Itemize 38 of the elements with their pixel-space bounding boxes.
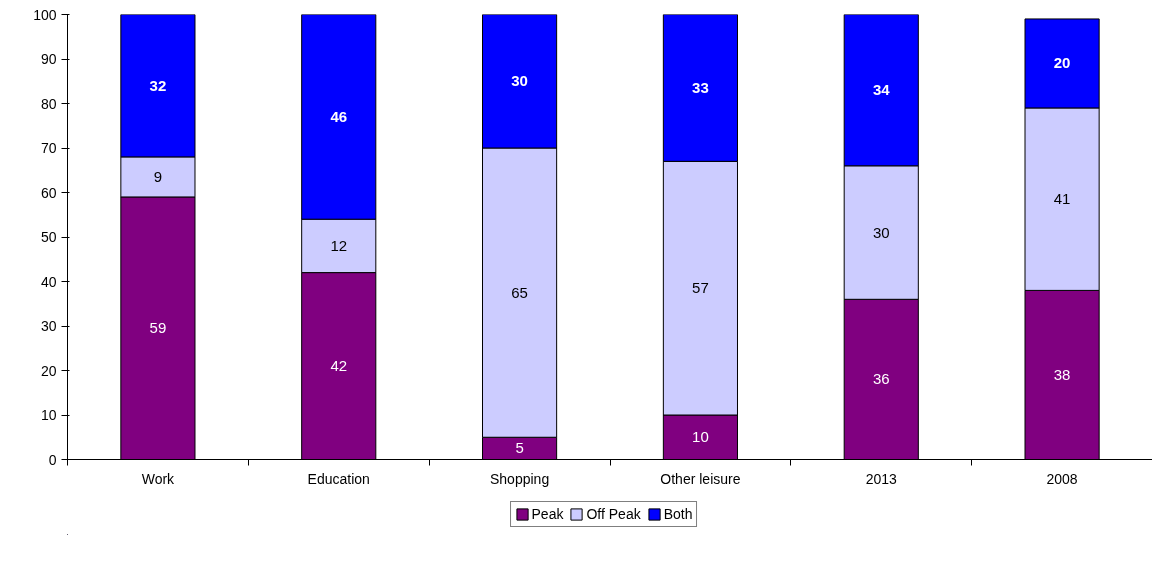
data-label: 20: [1053, 54, 1071, 72]
x-tick-label: Shopping: [490, 470, 550, 487]
x-tick-label: Work: [141, 470, 176, 487]
y-tick-label: 90: [40, 51, 57, 67]
data-label: 34: [872, 81, 891, 99]
data-label: 42: [330, 357, 348, 375]
y-tick-label: 30: [40, 318, 57, 334]
legend-label: Both: [663, 506, 693, 522]
y-tick-label: 50: [40, 229, 57, 245]
y-tick-label: 80: [40, 95, 57, 112]
data-label: 5: [515, 439, 524, 457]
data-label: 36: [872, 370, 890, 388]
data-label: 41: [1053, 190, 1071, 208]
data-label: 30: [511, 72, 528, 90]
data-label: 57: [692, 279, 709, 297]
x-tick-label: 2008: [1046, 470, 1078, 487]
data-label: 30: [872, 223, 890, 241]
data-label: 59: [149, 319, 167, 337]
y-tick-label: 20: [40, 362, 57, 379]
y-tick-label: 10: [40, 407, 57, 423]
data-label: 38: [1053, 365, 1071, 383]
data-label: 9: [153, 167, 163, 185]
data-label: 12: [330, 236, 348, 254]
data-label: 33: [692, 78, 709, 96]
x-tick-label: Education: [307, 470, 370, 487]
x-tick-label: Other leisure: [660, 470, 741, 487]
data-label: 46: [330, 107, 348, 125]
y-tick-label: 100: [33, 6, 57, 23]
data-label: 10: [692, 428, 709, 446]
legend-label: Peak: [531, 506, 564, 522]
data-label: 65: [511, 283, 528, 301]
legend-label: Off Peak: [586, 506, 641, 522]
y-tick-label: 70: [40, 140, 57, 156]
y-tick-label: 60: [40, 184, 57, 201]
y-tick-label: 40: [40, 273, 57, 290]
data-label: 32: [149, 76, 167, 94]
x-tick-label: 2013: [865, 470, 898, 487]
y-tick-label: 0: [48, 451, 57, 468]
